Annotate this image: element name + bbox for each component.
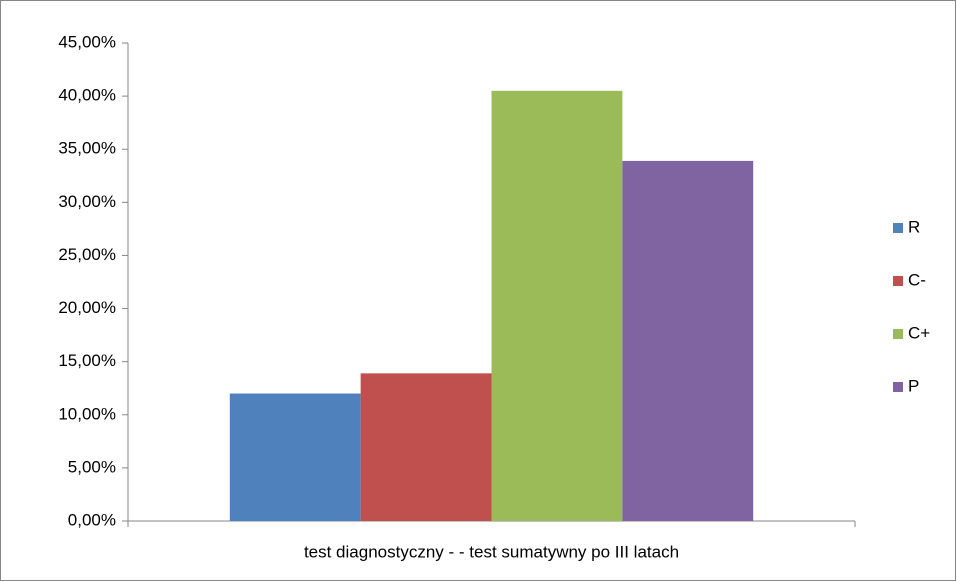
y-tick-label: 15,00% — [58, 351, 116, 370]
legend-swatch — [893, 382, 903, 392]
y-tick-label: 20,00% — [58, 298, 116, 317]
legend-swatch — [893, 276, 903, 286]
y-tick-label: 5,00% — [68, 457, 116, 476]
bar — [491, 90, 623, 522]
legend-label: P — [908, 376, 919, 395]
y-tick-label: 0,00% — [68, 510, 116, 529]
legend-swatch — [893, 329, 903, 339]
x-tick-label: test diagnostyczny - - test sumatywny po… — [304, 542, 679, 561]
bar — [229, 393, 361, 521]
y-tick-label: 45,00% — [58, 32, 116, 51]
legend-label: C+ — [908, 323, 930, 342]
bar — [622, 160, 754, 521]
y-tick-label: 30,00% — [58, 192, 116, 211]
bar — [360, 373, 492, 521]
y-tick-label: 35,00% — [58, 139, 116, 158]
y-tick-label: 25,00% — [58, 245, 116, 264]
legend-swatch — [893, 223, 903, 233]
legend-label: C- — [908, 270, 926, 289]
y-tick-label: 10,00% — [58, 404, 116, 423]
legend-label: R — [908, 217, 920, 236]
y-tick-label: 40,00% — [58, 86, 116, 105]
